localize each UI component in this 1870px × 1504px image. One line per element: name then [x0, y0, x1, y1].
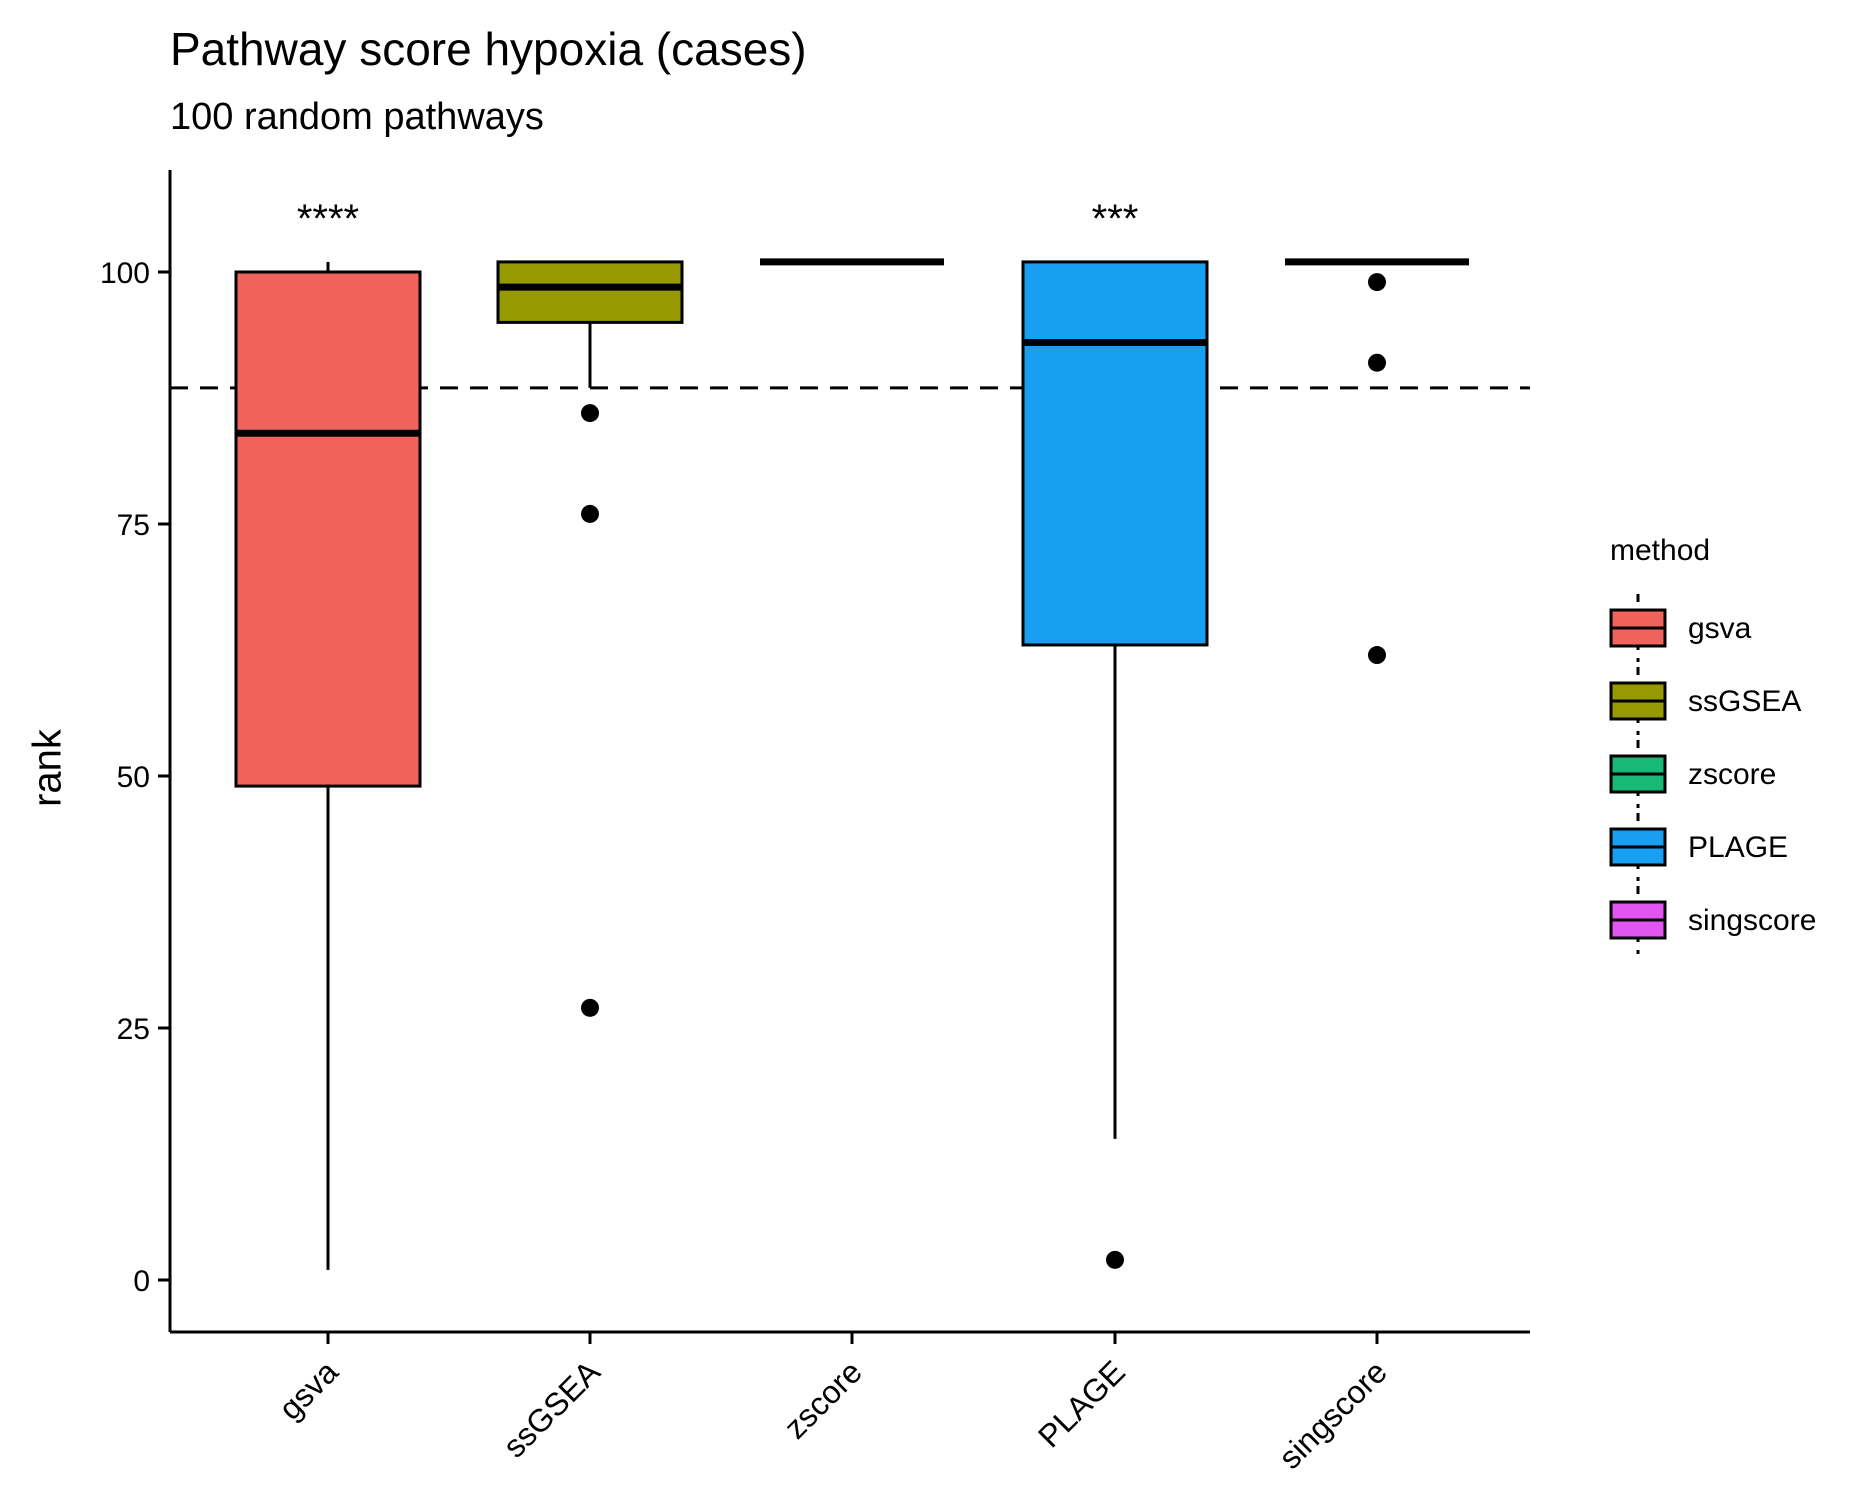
x-tick-label: gsva: [272, 1353, 345, 1426]
box-gsva: [234, 270, 422, 788]
x-tick-label: PLAGE: [1031, 1353, 1132, 1454]
outlier-point: [1368, 646, 1386, 665]
outlier-point: [581, 504, 599, 523]
legend-label: singscore: [1688, 904, 1816, 937]
legend-title: method: [1610, 534, 1710, 567]
outlier-point: [1106, 1250, 1124, 1269]
y-tick-label: 25: [117, 1013, 150, 1046]
box-PLAGE: [1021, 260, 1209, 647]
legend-label: ssGSEA: [1688, 685, 1801, 718]
y-tick-label: 0: [133, 1265, 150, 1298]
x-tick-label: zscore: [777, 1353, 869, 1445]
outlier-point: [1368, 273, 1386, 292]
legend-label: gsva: [1688, 612, 1752, 645]
outlier-point: [1368, 353, 1386, 372]
y-tick-label: 75: [117, 509, 150, 542]
significance-label: ***: [1092, 197, 1139, 241]
legend-label: PLAGE: [1688, 831, 1788, 864]
outlier-point: [581, 998, 599, 1017]
x-tick-label: ssGSEA: [496, 1353, 607, 1464]
chart-subtitle: 100 random pathways: [170, 96, 544, 138]
legend: method gsva ssGSEA zscore PLAGE singscore: [1609, 534, 1816, 954]
box-ssGSEA: [496, 260, 684, 324]
legend-label: zscore: [1688, 758, 1776, 791]
significance-label: ****: [297, 197, 359, 241]
outlier-point: [581, 404, 599, 423]
y-tick-label: 100: [100, 257, 150, 290]
y-tick-label: 50: [117, 761, 150, 794]
box-layer: **** ***: [234, 197, 1469, 1270]
x-tick-label: singscore: [1272, 1353, 1394, 1475]
y-axis-label: rank: [26, 728, 70, 807]
chart-title: Pathway score hypoxia (cases): [170, 23, 807, 75]
